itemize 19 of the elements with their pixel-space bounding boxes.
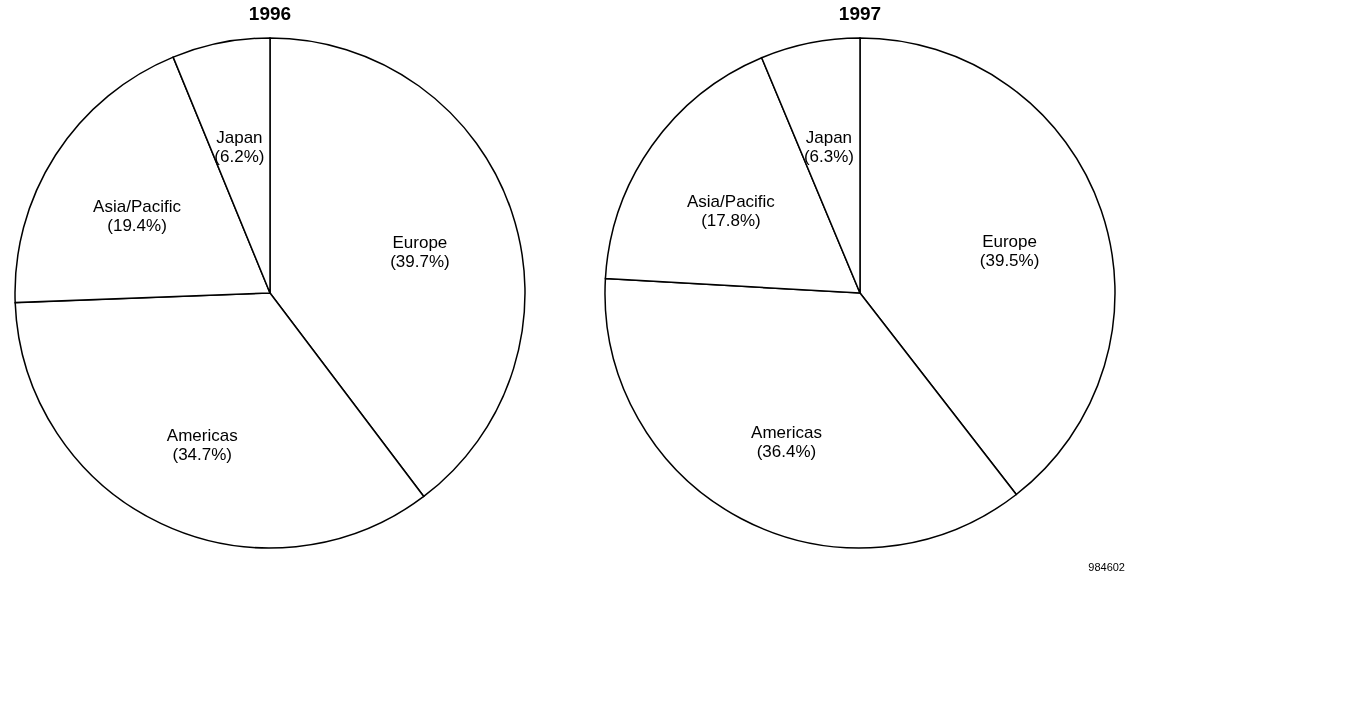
chart-title: 1996	[248, 3, 292, 24]
slice-label: Americas	[751, 422, 822, 442]
slice-label: Asia/Pacific	[687, 191, 776, 211]
text: 984602	[1088, 561, 1125, 573]
data-label: (6.2%)	[214, 146, 265, 166]
data-label: (36.4%)	[756, 441, 817, 461]
slice-label: Japan	[805, 127, 853, 147]
data-label: (19.4%)	[107, 216, 167, 236]
slice-label: Japan	[216, 127, 263, 147]
data-label: (39.5%)	[979, 250, 1040, 270]
slice-label: Europe	[982, 231, 1037, 251]
data-label: (39.7%)	[390, 251, 450, 271]
data-label: (17.8%)	[701, 210, 761, 230]
slice-label: Asia/Pacific	[93, 197, 182, 217]
data-label: (6.3%)	[803, 146, 854, 166]
slice-label: Americas	[166, 425, 238, 445]
data-label: (34.7%)	[172, 444, 232, 464]
chart-title: 1997	[838, 3, 882, 24]
slice-label: Europe	[392, 232, 448, 252]
